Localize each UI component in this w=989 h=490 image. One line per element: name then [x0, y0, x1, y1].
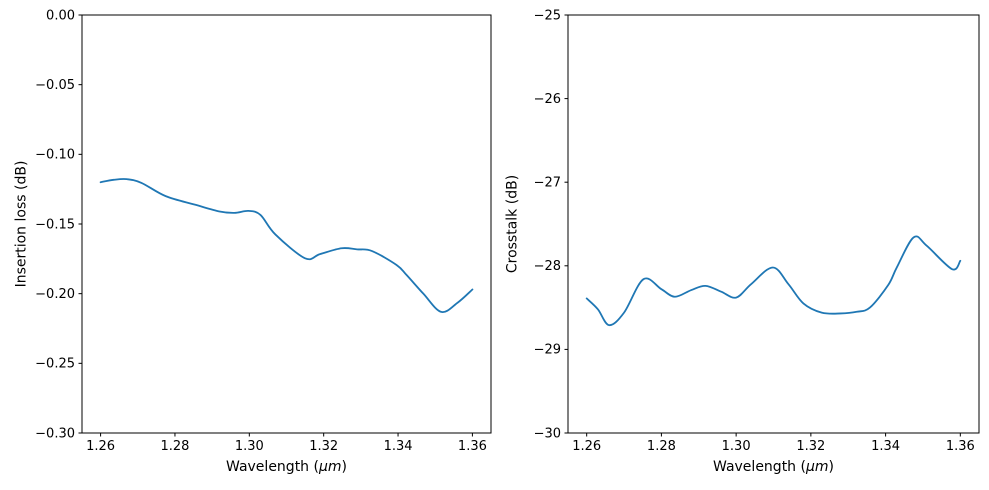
x-axis-label-post: ): [829, 459, 834, 475]
x-tick-label: 1.36: [946, 439, 975, 454]
x-tick-label: 1.26: [572, 439, 601, 454]
x-tick-label: 1.34: [871, 439, 900, 454]
crosstalk-chart: 1.26 1.28 1.30 1.32 1.34 1.36 −25 −26 −27 −28 −29 −…: [505, 8, 980, 475]
crosstalk-line: [585, 235, 962, 327]
y-tick-label: −27: [534, 175, 561, 190]
x-tick-label: 1.30: [235, 439, 264, 454]
y-axis-label: Insertion loss (dB): [14, 161, 30, 288]
x-tick-label: 1.34: [384, 439, 413, 454]
y-tick-label: −29: [534, 343, 561, 358]
x-tick-label: 1.32: [309, 439, 338, 454]
y-axis-label: Crosstalk (dB): [505, 175, 521, 273]
x-axis-label-post: ): [342, 459, 347, 475]
x-axis-label-unit: μm: [318, 459, 342, 475]
axes-spines: [567, 14, 980, 434]
x-tick-label: 1.28: [647, 439, 676, 454]
x-axis-label-pre: Wavelength (: [226, 459, 319, 475]
x-axis-label: Wavelength (μm): [226, 459, 347, 475]
x-axis-label-unit: μm: [805, 459, 829, 475]
x-tick-label: 1.36: [458, 439, 487, 454]
x-tick-label: 1.26: [86, 439, 115, 454]
axes-spines: [81, 14, 492, 434]
y-tick-label: 0.00: [46, 8, 75, 23]
insertion-loss-line: [99, 178, 474, 314]
x-axis-label: Wavelength (μm): [713, 459, 834, 475]
x-tick-label: 1.32: [796, 439, 825, 454]
insertion-loss-chart: 1.26 1.28 1.30 1.32 1.34 1.36 0.00 −0.05 −0.10 −0…: [14, 8, 492, 475]
y-tick-label: −28: [534, 259, 561, 274]
y-tick-label: −0.30: [35, 426, 75, 441]
y-tick-label: −0.05: [35, 78, 75, 93]
x-tick-label: 1.28: [160, 439, 189, 454]
x-axis-label-pre: Wavelength (: [713, 459, 806, 475]
y-tick-label: −0.10: [35, 148, 75, 163]
y-tick-label: −30: [534, 426, 561, 441]
y-tick-label: −0.20: [35, 287, 75, 302]
x-tick-label: 1.30: [722, 439, 751, 454]
y-tick-label: −0.15: [35, 217, 75, 232]
y-tick-label: −25: [534, 8, 561, 23]
y-tick-label: −26: [534, 92, 561, 107]
y-tick-label: −0.25: [35, 357, 75, 372]
